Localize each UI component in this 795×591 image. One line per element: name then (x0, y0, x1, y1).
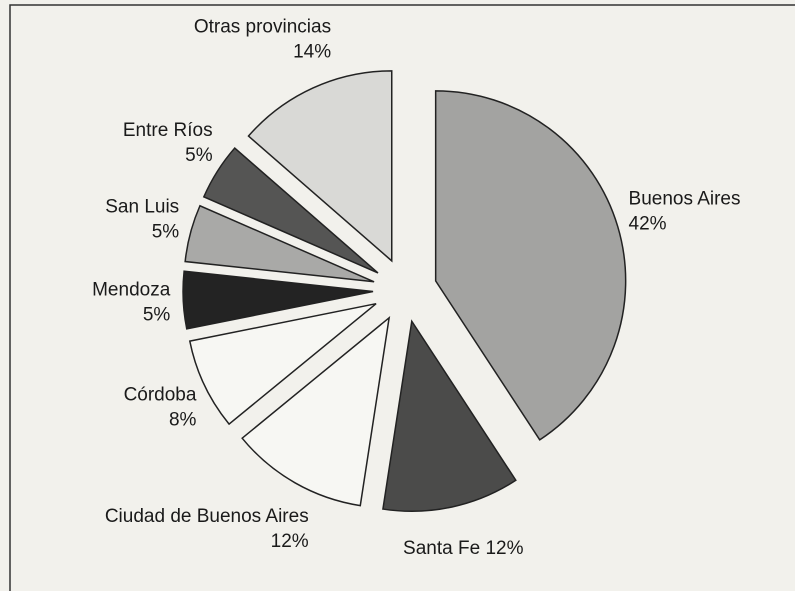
pie-slice (202, 147, 379, 274)
value-label: 8% (169, 410, 197, 431)
value-label: 42% (629, 213, 667, 234)
value-label: 5% (185, 145, 213, 166)
pie-slice (247, 70, 393, 263)
category-label: Entre Ríos (123, 120, 213, 141)
category-label: Otras provincias (194, 17, 331, 38)
category-label: Ciudad de Buenos Aires (105, 506, 309, 527)
pie-slice (382, 319, 517, 512)
frame (9, 4, 795, 591)
value-label: 5% (143, 305, 171, 326)
value-label: 14% (293, 42, 331, 63)
value-label: 12% (485, 538, 523, 559)
category-label: Santa Fe (403, 538, 480, 559)
pie-slice (241, 315, 391, 507)
pie-slice (434, 90, 627, 441)
pie-slice (182, 270, 374, 330)
value-label: 5% (152, 222, 180, 243)
pie-slice (188, 302, 377, 426)
value-label: 12% (271, 531, 309, 552)
category-label: San Luis (105, 197, 179, 218)
category-label: Mendoza (92, 280, 171, 301)
pie-slice (184, 204, 375, 283)
category-label: Buenos Aires (629, 188, 741, 209)
slice-label: Santa Fe 12% (403, 538, 524, 559)
category-label: Córdoba (124, 385, 197, 406)
